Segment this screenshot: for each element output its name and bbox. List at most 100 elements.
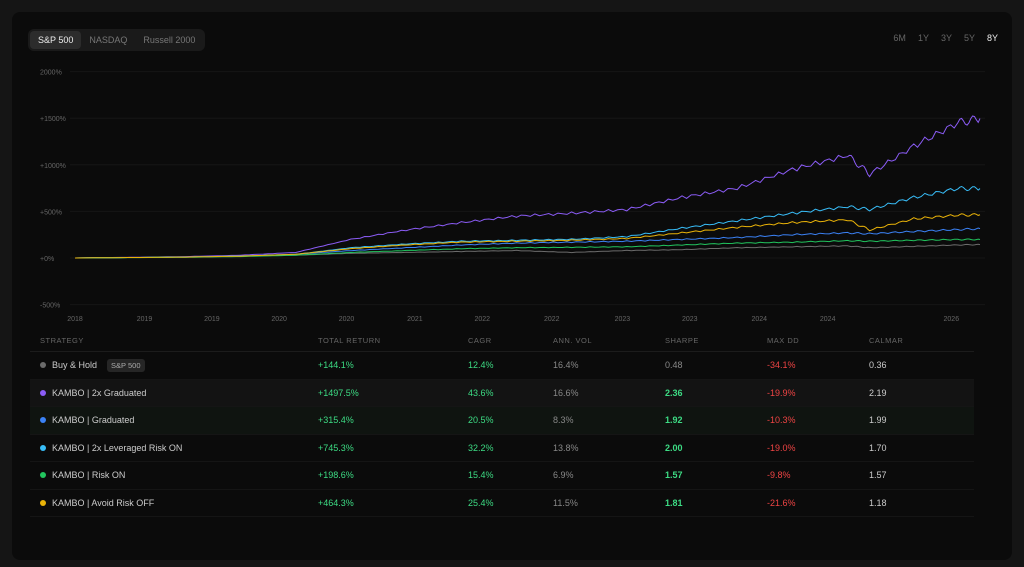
total-return: +144.1% [318,360,354,371]
col-cagr[interactable]: CAGR [468,336,492,345]
col-calmar[interactable]: CALMAR [869,336,904,345]
max-dd: -9.8% [767,470,791,481]
table-row[interactable]: KAMBO | Graduated +315.4% 20.5% 8.3% 1.9… [30,407,974,435]
series-line-1 [74,115,981,259]
series-color-dot [40,389,46,396]
calmar: 0.36 [869,360,887,371]
series-color-dot [40,417,46,424]
tab-russell[interactable]: Russell 2000 [143,35,196,45]
table-row[interactable]: KAMBO | Risk ON +198.6% 15.4% 6.9% 1.57 … [30,462,974,490]
cagr: 15.4% [468,470,494,481]
table-row[interactable]: Buy & Hold S&P 500 +144.1% 12.4% 16.4% 0.… [30,352,974,380]
ann-vol: 11.5% [553,497,578,508]
strategy-cell: KAMBO | Risk ON [30,470,318,480]
ann-vol: 8.3% [553,415,574,426]
sharpe: 1.92 [665,415,683,426]
x-tick-label: 2024 [751,316,767,323]
tab-nasdaq[interactable]: NASDAQ [89,35,128,45]
max-dd: -34.1% [767,360,796,371]
col-max-dd[interactable]: MAX DD [767,336,800,345]
strategy-name: KAMBO | Graduated [52,415,135,426]
y-tick-label: +1000% [40,163,66,170]
x-tick-label: 2022 [544,316,560,323]
index-tabs: S&P 500 NASDAQ Russell 2000 [28,29,206,51]
strategy-name: Buy & Hold [52,360,98,371]
sharpe: 1.57 [665,470,683,481]
range-6m[interactable]: 6M [893,33,906,43]
x-tick-label: 2020 [271,316,287,323]
x-tick-label: 2020 [339,316,355,323]
total-return: +198.6% [318,470,354,481]
series-line-2 [74,227,981,259]
sharpe: 1.81 [665,497,683,508]
col-strategy[interactable]: STRATEGY [40,336,84,345]
strategy-cell: KAMBO | 2x Leveraged Risk ON [30,443,318,453]
strategy-cell: KAMBO | Avoid Risk OFF [30,498,318,508]
performance-chart: 2000% +1500% +1000% +500% +0% -500% 2018 2019 20… [40,70,985,323]
x-tick-label: 2018 [67,316,83,323]
range-3y[interactable]: 3Y [940,33,952,43]
table-row[interactable]: KAMBO | 2x Graduated +1497.5% 43.6% 16.6… [30,379,974,407]
range-8y[interactable]: 8Y [986,33,998,43]
sharpe: 0.48 [665,360,683,371]
tab-sp500[interactable]: S&P 500 [30,31,82,49]
strategy-cell: KAMBO | 2x Graduated [30,388,318,398]
series-line-4 [74,238,981,259]
cagr: 32.2% [468,442,494,453]
ann-vol: 16.4% [553,360,579,371]
range-selector: 6M 1Y 3Y 5Y 8Y [893,33,998,43]
table-row[interactable]: KAMBO | Avoid Risk OFF +464.3% 25.4% 11.… [30,490,974,517]
cagr: 43.6% [468,387,494,398]
range-5y[interactable]: 5Y [963,33,975,43]
max-dd: -10.3% [767,415,796,426]
x-tick-label: 2023 [682,316,698,323]
range-1y[interactable]: 1Y [917,33,929,43]
x-tick-label: 2026 [944,316,960,323]
x-tick-label: 2021 [407,316,423,323]
series-color-dot [40,499,46,506]
x-tick-label: 2023 [615,316,631,323]
strategy-cell: Buy & Hold S&P 500 [30,358,318,372]
series-color-dot [40,444,46,451]
y-tick-label: +0% [40,256,54,263]
performance-panel [12,12,1012,560]
calmar: 2.19 [869,387,887,398]
col-sharpe[interactable]: SHARPE [665,336,699,345]
table-row[interactable]: KAMBO | 2x Leveraged Risk ON +745.3% 32.… [30,435,974,462]
sharpe: 2.36 [665,387,683,398]
strategy-name: KAMBO | Avoid Risk OFF [52,497,155,508]
total-return: +1497.5% [318,387,359,398]
ann-vol: 16.6% [553,387,579,398]
y-tick-label: 2000% [40,70,62,77]
cagr: 20.5% [468,415,494,426]
col-ann-vol[interactable]: ANN. VOL [553,336,593,345]
ann-vol: 13.8% [553,442,579,453]
strategy-name: KAMBO | 2x Graduated [52,387,147,398]
x-tick-label: 2019 [204,316,220,323]
total-return: +315.4% [318,415,354,426]
x-tick-label: 2022 [474,316,490,323]
strategy-name: KAMBO | Risk ON [52,470,126,481]
sharpe: 2.00 [665,442,683,453]
total-return: +745.3% [318,442,354,453]
y-tick-label: +1500% [40,116,66,123]
max-dd: -19.9% [767,387,796,398]
strategy-cell: KAMBO | Graduated [30,415,318,425]
ann-vol: 6.9% [553,470,574,481]
calmar: 1.99 [869,415,887,426]
y-tick-label: -500% [40,303,60,310]
max-dd: -21.6% [767,497,796,508]
calmar: 1.57 [869,470,887,481]
strategy-name: KAMBO | 2x Leveraged Risk ON [52,442,183,453]
cagr: 25.4% [468,497,494,508]
strategy-table: STRATEGY TOTAL RETURN CAGR ANN. VOL SHAR… [30,330,974,517]
total-return: +464.3% [318,497,354,508]
series-line-5 [74,213,981,259]
x-tick-label: 2019 [137,316,153,323]
table-header: STRATEGY TOTAL RETURN CAGR ANN. VOL SHAR… [30,330,974,352]
col-total-return[interactable]: TOTAL RETURN [318,336,381,345]
calmar: 1.18 [869,497,887,508]
series-color-dot [40,472,46,479]
benchmark-badge: S&P 500 [107,358,145,372]
calmar: 1.70 [869,442,887,453]
